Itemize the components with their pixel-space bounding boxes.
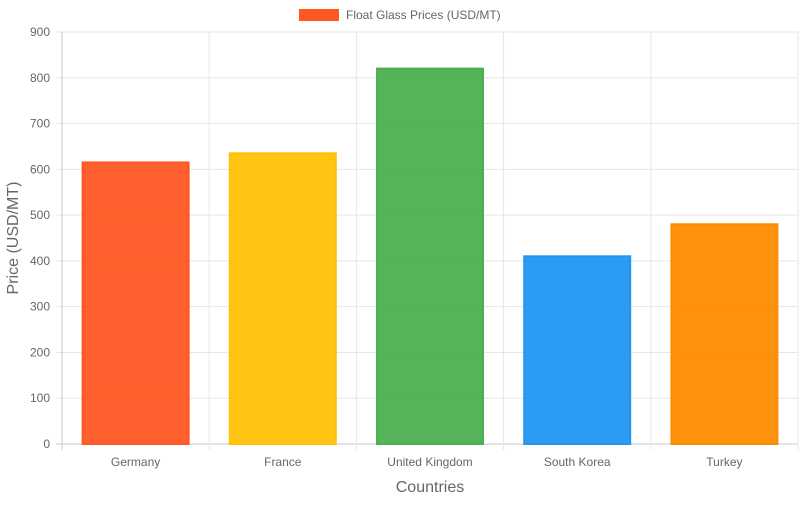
x-tick-label: Turkey <box>706 455 742 469</box>
bar[interactable] <box>376 67 484 445</box>
axes: 0 100 200 300 400 500 600 700 800 900 Germany Franc… <box>30 25 743 469</box>
legend[interactable]: Float Glass Prices (USD/MT) <box>299 8 501 22</box>
bar[interactable] <box>523 255 632 445</box>
bar[interactable] <box>81 161 190 445</box>
x-axis-title: Countries <box>396 479 464 496</box>
legend-label[interactable]: Float Glass Prices (USD/MT) <box>346 8 501 22</box>
y-tick-label: 400 <box>30 254 50 268</box>
y-tick-label: 0 <box>43 437 50 451</box>
y-tick-label: 200 <box>30 345 50 359</box>
y-tick-label: 800 <box>30 71 50 85</box>
y-tick-label: 600 <box>30 162 50 176</box>
y-tick-label: 100 <box>30 391 50 405</box>
x-tick-label: Germany <box>111 455 160 469</box>
x-tick-label: South Korea <box>544 455 611 469</box>
legend-swatch[interactable] <box>299 9 339 21</box>
y-axis-title: Price (USD/MT) <box>5 182 22 295</box>
bar[interactable] <box>228 152 337 446</box>
bar[interactable] <box>670 223 779 445</box>
y-tick-label: 300 <box>30 300 50 314</box>
x-tick-label: United Kingdom <box>387 455 472 469</box>
y-tick-label: 900 <box>30 25 50 39</box>
y-tick-label: 700 <box>30 117 50 131</box>
bars <box>81 67 779 446</box>
y-tick-label: 500 <box>30 208 50 222</box>
x-tick-label: France <box>264 455 302 469</box>
